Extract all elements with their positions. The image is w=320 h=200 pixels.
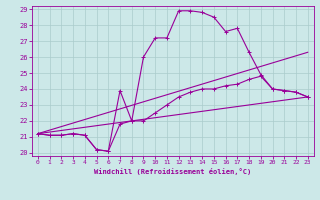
X-axis label: Windchill (Refroidissement éolien,°C): Windchill (Refroidissement éolien,°C) (94, 168, 252, 175)
